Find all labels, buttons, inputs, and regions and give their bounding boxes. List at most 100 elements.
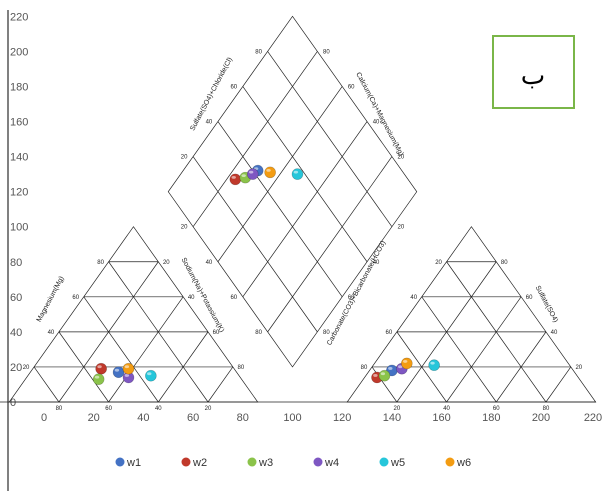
point-w5-anion-dot bbox=[428, 359, 440, 371]
point-w4-anion-highlight bbox=[398, 365, 403, 369]
x-tick-label: 100 bbox=[283, 412, 301, 424]
x-tick-label: 180 bbox=[482, 412, 500, 424]
legend-label-w2: w2 bbox=[192, 457, 207, 469]
anion-left-scale-label: 80 bbox=[361, 365, 368, 371]
diamond-upper-right-scale-label: 20 bbox=[398, 155, 405, 161]
point-w1-cation bbox=[112, 366, 125, 378]
anion-triangle-gridline bbox=[495, 331, 547, 403]
diamond-upper-right-scale-label: 60 bbox=[348, 84, 355, 90]
point-w2-cation-dot bbox=[95, 362, 107, 375]
point-w3-anion-highlight bbox=[380, 372, 386, 376]
point-w2-diamond bbox=[229, 173, 242, 186]
point-w1-anion-highlight bbox=[388, 367, 393, 370]
x-tick-label: 0 bbox=[41, 412, 47, 424]
point-w4-diamond-dot bbox=[246, 168, 259, 180]
x-tick-label: 20 bbox=[88, 412, 100, 424]
point-w2-cation bbox=[95, 362, 107, 375]
diamond-gridline bbox=[242, 121, 368, 298]
anion-base-scale-label: 40 bbox=[443, 406, 450, 412]
point-w2-diamond-highlight bbox=[231, 175, 236, 179]
anion-left-scale-label: 40 bbox=[410, 295, 417, 301]
point-w3-anion-dot bbox=[378, 369, 391, 382]
y-tick-label: 160 bbox=[10, 117, 28, 129]
diamond-lower-right-scale-label: 80 bbox=[323, 330, 330, 336]
legend-marker-w1 bbox=[115, 457, 125, 467]
point-w1-cation-highlight bbox=[114, 368, 120, 372]
point-w6-diamond bbox=[264, 166, 276, 179]
legend-marker-w3 bbox=[247, 457, 257, 467]
diamond-upper-left-scale-label: 60 bbox=[230, 84, 237, 90]
x-tick-label: 160 bbox=[432, 412, 450, 424]
anion-right-scale-label: 60 bbox=[526, 295, 533, 301]
legend-label-w5: w5 bbox=[390, 457, 405, 469]
y-tick-label: 100 bbox=[10, 222, 28, 234]
cation-triangle-outline bbox=[8, 226, 259, 403]
point-w5-diamond-dot bbox=[291, 168, 304, 180]
point-w2-diamond-dot bbox=[229, 173, 242, 186]
y-tick-label: 60 bbox=[10, 292, 22, 304]
y-tick-label: 80 bbox=[10, 257, 22, 269]
point-w5-cation bbox=[145, 369, 157, 382]
cation-base-scale-label: 60 bbox=[105, 406, 112, 412]
point-w6-cation bbox=[122, 362, 135, 375]
anion-base-scale-label: 80 bbox=[543, 406, 550, 412]
legend-label-w4: w4 bbox=[324, 457, 339, 469]
y-tick-label: 40 bbox=[10, 327, 22, 339]
x-tick-label: 120 bbox=[333, 412, 351, 424]
point-w4-diamond-highlight bbox=[248, 170, 254, 174]
anion-triangle-gridline bbox=[396, 331, 447, 403]
point-w6-cation-dot bbox=[122, 362, 135, 375]
legend-marker-w6 bbox=[445, 457, 455, 467]
legend-marker-w2 bbox=[181, 457, 191, 467]
x-tick-label: 200 bbox=[532, 412, 550, 424]
anion-right-axis-title: Sulfate(SO4) bbox=[534, 285, 559, 324]
cation-left-scale-label: 20 bbox=[23, 365, 30, 371]
y-tick-label: 220 bbox=[10, 11, 28, 23]
y-tick-label: 20 bbox=[10, 362, 22, 374]
point-w6-anion-highlight bbox=[403, 360, 408, 363]
y-tick-label: 140 bbox=[10, 152, 28, 164]
point-w5-diamond-highlight bbox=[293, 170, 299, 174]
diamond-upper-left-scale-label: 80 bbox=[255, 49, 262, 55]
diamond-lower-left-scale-label: 40 bbox=[206, 260, 213, 266]
anion-base-scale-label: 20 bbox=[394, 406, 401, 412]
anion-right-scale-label: 20 bbox=[575, 365, 582, 371]
cation-left-axis-title: Magnesium(Mg) bbox=[36, 275, 66, 323]
point-w3-cation-dot bbox=[92, 373, 105, 386]
y-tick-label: 200 bbox=[10, 46, 28, 58]
cation-triangle-gridline bbox=[33, 366, 60, 403]
anion-triangle-gridline bbox=[421, 296, 497, 403]
cation-base-scale-label: 20 bbox=[205, 406, 212, 412]
anion-base-scale-label: 60 bbox=[493, 406, 500, 412]
x-tick-label: 220 bbox=[584, 412, 602, 424]
legend-label-w6: w6 bbox=[456, 457, 471, 469]
diamond-gridline bbox=[267, 156, 393, 333]
cation-right-scale-label: 80 bbox=[238, 365, 245, 371]
y-tick-label: 0 bbox=[10, 397, 16, 409]
diamond-gridline bbox=[267, 51, 393, 227]
legend-label-w1: w1 bbox=[126, 457, 141, 469]
anion-left-scale-label: 60 bbox=[386, 330, 393, 336]
point-w5-diamond bbox=[291, 168, 304, 180]
legend-marker-w4 bbox=[313, 457, 323, 467]
point-w2-anion-highlight bbox=[373, 374, 378, 377]
anion-triangle-gridline bbox=[446, 296, 522, 403]
diamond-gridline bbox=[217, 121, 343, 298]
point-w3-cation-highlight bbox=[94, 375, 100, 379]
point-w2-cation-highlight bbox=[97, 365, 102, 369]
cation-triangle-gridline bbox=[108, 296, 184, 403]
cation-left-scale-label: 80 bbox=[97, 260, 104, 266]
anion-triangle-gridline bbox=[545, 366, 572, 403]
cation-base-scale-label: 80 bbox=[56, 406, 63, 412]
point-w4-cation bbox=[122, 371, 135, 384]
cation-triangle-gridline bbox=[83, 296, 159, 403]
diamond-upper-right-scale-label: 80 bbox=[323, 49, 330, 55]
diamond-gridline bbox=[192, 51, 318, 227]
cation-triangle-gridline bbox=[58, 331, 109, 403]
point-w5-anion bbox=[428, 359, 440, 371]
diamond-lower-right-scale-label: 40 bbox=[373, 260, 380, 266]
cation-left-scale-label: 40 bbox=[48, 330, 55, 336]
badge-box bbox=[492, 35, 575, 109]
anion-right-scale-label: 40 bbox=[551, 330, 558, 336]
